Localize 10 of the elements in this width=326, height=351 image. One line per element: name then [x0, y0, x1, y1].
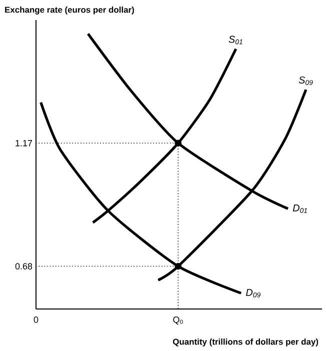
series-label: S$_{09}$	[298, 76, 313, 85]
y-tick-label: 1.17	[16, 140, 32, 146]
y-axis-title: Exchange rate (euros per dollar)	[5, 6, 134, 14]
series-label: D$_{01}$	[292, 204, 307, 213]
x-axis-title: Quantity (trillions of dollars per day)	[172, 338, 318, 346]
series-label: S$_{01}$	[228, 36, 242, 44]
x-tick-label: 0	[34, 316, 38, 323]
series-label: D$_{09}$	[246, 288, 260, 298]
y-tick-label: 0.68	[15, 263, 32, 270]
x-tick-label: Q$_{0}$	[173, 316, 183, 324]
